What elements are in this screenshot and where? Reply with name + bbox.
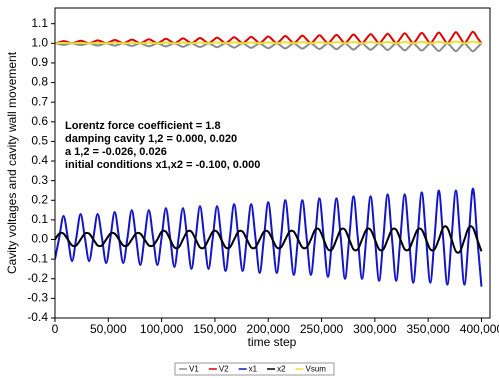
x-tick-label: 300,000 [353, 322, 397, 336]
x-tick-label: 350,000 [406, 322, 450, 336]
plot-frame [54, 7, 491, 319]
y-tick-label: 0.9 [31, 55, 48, 69]
x-axis-label: time step [248, 335, 297, 349]
series-line [55, 30, 483, 45]
y-tick-label: 0.0 [31, 232, 48, 246]
x-tick-label: 200,000 [247, 322, 291, 336]
y-tick-label: 0.3 [31, 173, 48, 187]
x-tick-label: 50,000 [90, 322, 127, 336]
y-tick-label: 1.0 [31, 35, 48, 49]
y-tick-label: 0.1 [31, 212, 48, 226]
y-tick-label: -0.3 [27, 291, 48, 305]
legend-label: x1 [249, 365, 258, 374]
annotation: initial conditions x1,x2 = -0.100, 0.000 [65, 159, 260, 171]
legend-label: V1 [189, 365, 199, 374]
annotation: damping cavity 1,2 = 0.000, 0.020 [65, 133, 237, 145]
y-tick-label: -0.1 [27, 251, 48, 265]
x-tick-label: 100,000 [140, 322, 184, 336]
series-line [55, 225, 483, 254]
annotation: a 1,2 = -0.026, 0.026 [65, 146, 167, 158]
y-tick-label: -0.2 [27, 271, 48, 285]
y-tick-label: 0.7 [31, 94, 48, 108]
x-tick-label: 0 [52, 322, 59, 336]
legend-label: Vsum [306, 365, 327, 374]
y-tick-label: 0.4 [31, 153, 48, 167]
y-tick-label: 1.1 [31, 16, 48, 30]
y-tick-label: 0.5 [31, 134, 48, 148]
x-tick-label: 150,000 [193, 322, 237, 336]
y-tick-label: -0.4 [27, 310, 48, 324]
y-tick-label: 0.6 [31, 114, 48, 128]
legend-label: x2 [277, 365, 286, 374]
annotation: Lorentz force coefficient = 1.8 [65, 120, 221, 132]
x-tick-label: 250,000 [300, 322, 344, 336]
legend: V1 V2 x1 x2 Vsum [174, 362, 335, 376]
x-tick-label: 400,000 [460, 322, 499, 336]
legend-label: V2 [219, 365, 229, 374]
y-tick-label: 0.2 [31, 192, 48, 206]
y-tick-label: 0.8 [31, 75, 48, 89]
legend-box [174, 362, 335, 376]
series-line [55, 40, 482, 45]
series-line [55, 42, 483, 53]
y-axis-label: Cavity voltages and cavity wall movement [5, 51, 19, 274]
